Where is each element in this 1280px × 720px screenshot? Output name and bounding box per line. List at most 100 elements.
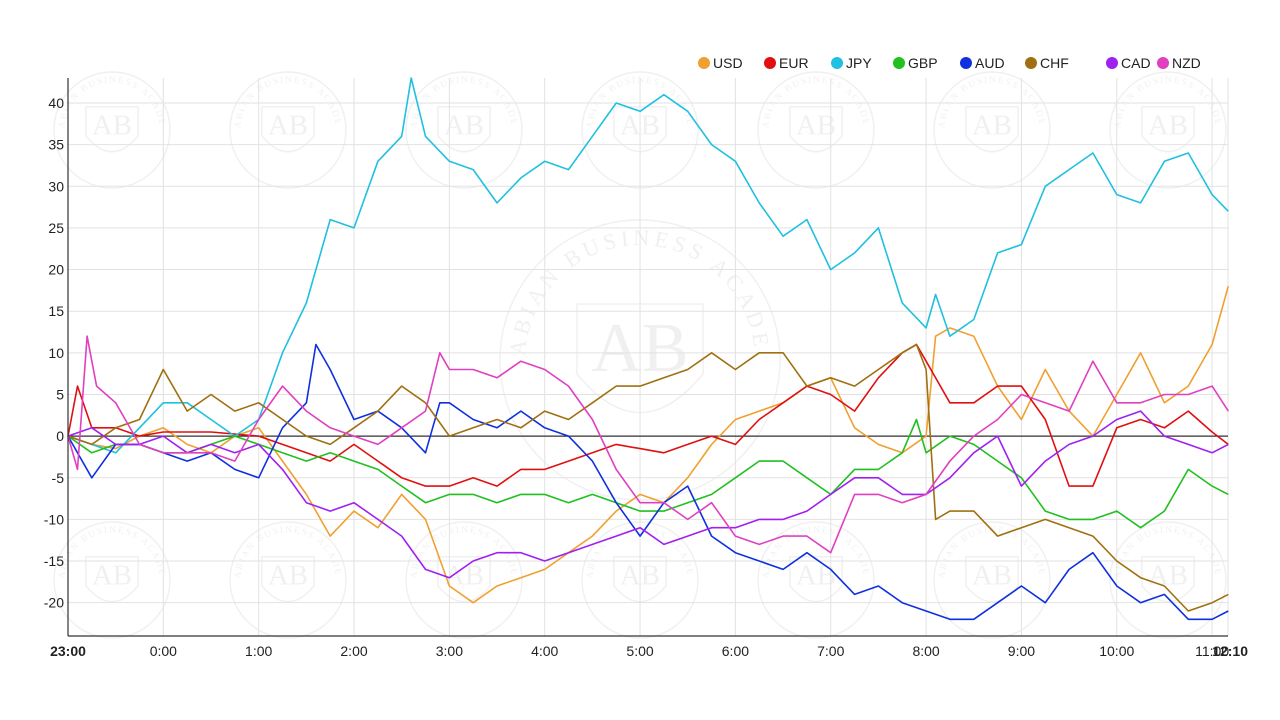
y-tick-label: 30 xyxy=(48,178,64,194)
y-tick-label: 0 xyxy=(56,428,64,444)
watermark-logo: AB xyxy=(444,110,484,142)
y-tick-label: -10 xyxy=(44,511,64,527)
series-line-eur xyxy=(67,343,1229,487)
watermark-shield-icon xyxy=(965,556,1019,603)
legend-swatch xyxy=(960,57,972,69)
watermark-ring xyxy=(1109,521,1227,639)
watermark-badge: ABARABIAN BUSINESS ACADEMY xyxy=(0,0,699,189)
series-lines xyxy=(67,77,1230,621)
series-line-gbp xyxy=(67,418,1229,529)
legend-swatch xyxy=(1157,57,1169,69)
x-tick-label: 2:00 xyxy=(340,643,367,659)
x-tick-label: 3:00 xyxy=(436,643,463,659)
watermark-text: ARABIAN BUSINESS ACADEMY xyxy=(0,0,1045,579)
watermark-text: ARABIAN BUSINESS ACADEMY xyxy=(0,0,342,579)
series-line-jpy xyxy=(67,77,1229,454)
x-tick-label: 4:00 xyxy=(531,643,558,659)
watermark-shield-icon xyxy=(1141,106,1195,153)
y-tick-label: 20 xyxy=(48,262,64,278)
y-tick-label: 40 xyxy=(48,95,64,111)
x-tick-label: 8:00 xyxy=(912,643,939,659)
x-tick-label: 0:00 xyxy=(150,643,177,659)
legend-label: JPY xyxy=(846,55,872,71)
axes: -20 -15 -10 -5 0 5 10 15 20 25 30 35 40 23:00 0:00 1:00… xyxy=(44,78,1248,659)
legend-label: USD xyxy=(713,55,743,71)
x-tick-label: 10:00 xyxy=(1099,643,1134,659)
legend-swatch xyxy=(698,57,710,69)
x-tick-label: 1:00 xyxy=(245,643,272,659)
watermark-shield-icon xyxy=(613,106,667,153)
watermark-ring xyxy=(757,521,875,639)
watermark-shield-icon xyxy=(261,106,315,153)
legend-swatch xyxy=(893,57,905,69)
watermark-logo: AB xyxy=(796,560,836,592)
legend-swatch xyxy=(1106,57,1118,69)
legend: USD EUR JPY GBP AUD CHF CAD NZD xyxy=(698,55,1201,71)
legend-item-cad: CAD xyxy=(1106,55,1151,71)
x-tick-label: 6:00 xyxy=(722,643,749,659)
watermark-ring xyxy=(933,71,1051,189)
watermark-logo: AB xyxy=(92,560,132,592)
watermark-text-path: ARABIAN BUSINESS ACADEMY xyxy=(0,0,341,579)
x-tick-label: 23:00 xyxy=(50,643,86,659)
series-line-aud xyxy=(67,343,1229,621)
watermark-ring xyxy=(1109,71,1227,189)
watermark-ring xyxy=(757,71,875,189)
watermark-logo: AB xyxy=(1148,560,1188,592)
x-tick-label: 5:00 xyxy=(626,643,653,659)
watermark-logo: AB xyxy=(92,110,132,142)
y-tick-label: 25 xyxy=(48,220,64,236)
legend-item-chf: CHF xyxy=(1025,55,1069,71)
x-tick-label: 12:10 xyxy=(1212,643,1248,659)
y-tick-label: 5 xyxy=(56,386,64,402)
watermark-logo: AB xyxy=(972,560,1012,592)
watermark-shield-icon xyxy=(576,303,704,414)
watermark-logo: AB xyxy=(1148,110,1188,142)
watermark-logo: AB xyxy=(972,110,1012,142)
legend-swatch xyxy=(831,57,843,69)
legend-label: CAD xyxy=(1121,55,1151,71)
watermark-shield-icon xyxy=(789,556,843,603)
series-line-cad xyxy=(67,410,1229,579)
legend-item-usd: USD xyxy=(698,55,743,71)
watermark-logo: AB xyxy=(268,110,308,142)
x-tick-label: 9:00 xyxy=(1008,643,1035,659)
legend-item-aud: AUD xyxy=(960,55,1005,71)
legend-swatch xyxy=(764,57,776,69)
watermark-ring xyxy=(53,71,171,189)
x-tick-label: 7:00 xyxy=(817,643,844,659)
watermark-shield-icon xyxy=(437,556,491,603)
watermark-ring xyxy=(229,71,347,189)
legend-label: GBP xyxy=(908,55,938,71)
legend-label: EUR xyxy=(779,55,809,71)
y-tick-label: -5 xyxy=(52,470,65,486)
legend-item-eur: EUR xyxy=(764,55,809,71)
watermark-ring xyxy=(933,521,1051,639)
series-line-nzd xyxy=(67,335,1229,554)
watermark-logo: AB xyxy=(796,110,836,142)
legend-label: CHF xyxy=(1040,55,1069,71)
watermark-text-path: ARABIAN BUSINESS ACADEMY xyxy=(0,0,165,129)
watermark-logo: AB xyxy=(268,560,308,592)
watermark-shield-icon xyxy=(437,106,491,153)
legend-item-nzd: NZD xyxy=(1157,55,1201,71)
legend-label: NZD xyxy=(1172,55,1201,71)
watermark-ring xyxy=(229,521,347,639)
watermark: ABARABIAN BUSINESS ACADEMYABARABIAN BUSI… xyxy=(0,0,1227,639)
legend-item-jpy: JPY xyxy=(831,55,872,71)
series-line-chf xyxy=(67,343,1229,612)
legend-label: AUD xyxy=(975,55,1005,71)
watermark-ring xyxy=(405,71,523,189)
legend-item-gbp: GBP xyxy=(893,55,938,71)
watermark-text-path: ARABIAN BUSINESS ACADEMY xyxy=(0,0,517,129)
watermark-shield-icon xyxy=(261,556,315,603)
watermark-text: ARABIAN BUSINESS ACADEMY xyxy=(0,0,166,129)
watermark-ring xyxy=(53,521,171,639)
y-tick-label: 10 xyxy=(48,345,64,361)
y-tick-label: -20 xyxy=(44,595,64,611)
y-tick-label: -15 xyxy=(44,553,64,569)
watermark-text: ARABIAN BUSINESS ACADEMY xyxy=(0,0,694,579)
watermark-shield-icon xyxy=(85,106,139,153)
watermark-text-path: ARABIAN BUSINESS ACADEMY xyxy=(0,0,1045,579)
